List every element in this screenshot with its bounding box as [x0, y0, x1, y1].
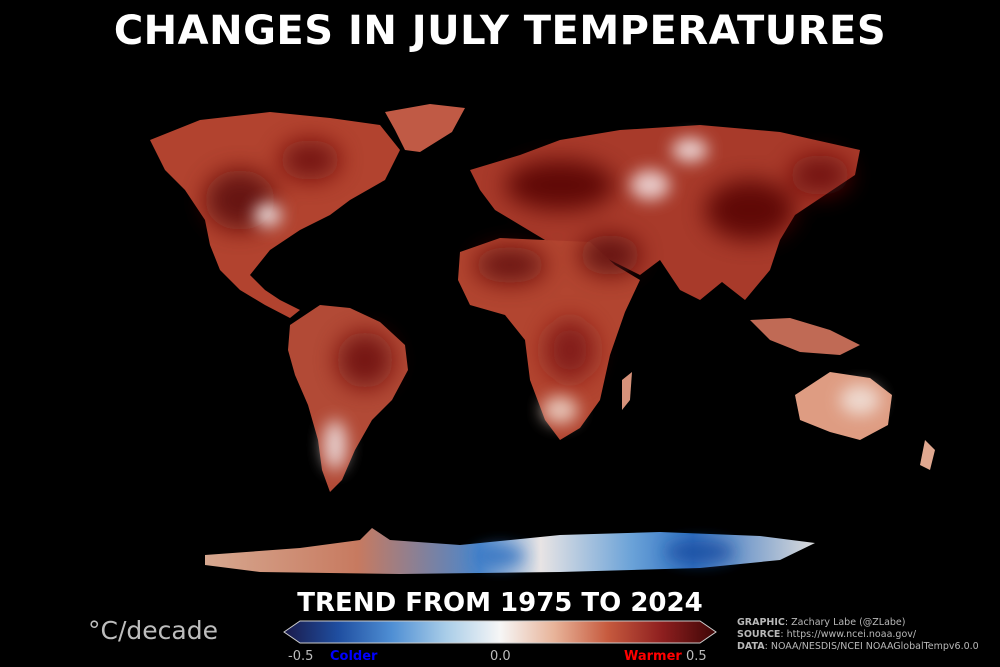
greenland-landmass — [385, 104, 465, 152]
trend-period-subtitle: TREND FROM 1975 TO 2024 — [297, 588, 703, 618]
colorbar-mid-label: 0.0 — [490, 649, 511, 664]
southeast-asia-islands — [750, 318, 860, 355]
map-title: CHANGES IN JULY TEMPERATURES — [113, 8, 887, 54]
warmer-label: Warmer — [624, 649, 682, 664]
credits-block: GRAPHIC: Zachary Labe (@ZLabe) SOURCE: h… — [737, 617, 979, 653]
data-credit: DATA: NOAA/NESDIS/NCEI NOAAGlobalTempv6.… — [737, 641, 979, 652]
graphic-key: GRAPHIC — [737, 617, 785, 628]
graphic-credit: GRAPHIC: Zachary Labe (@ZLabe) — [737, 617, 906, 628]
colorbar-scale — [283, 620, 717, 644]
graphic-value: Zachary Labe (@ZLabe) — [791, 617, 906, 628]
south-america-landmass — [288, 305, 408, 492]
madagascar-landmass — [622, 372, 632, 410]
data-value: NOAA/NESDIS/NCEI NOAAGlobalTempv6.0.0 — [770, 641, 979, 652]
units-label: °C/decade — [88, 616, 218, 645]
source-credit: SOURCE: https://www.ncei.noaa.gov/ — [737, 629, 917, 640]
source-value: https://www.ncei.noaa.gov/ — [786, 629, 917, 640]
source-key: SOURCE — [737, 629, 781, 640]
colorbar-max-label: 0.5 — [686, 649, 707, 664]
data-key: DATA — [737, 641, 765, 652]
colorbar — [283, 620, 717, 644]
weak-trend-regions — [254, 138, 880, 565]
colder-label: Colder — [330, 649, 378, 664]
colorbar-min-label: -0.5 — [288, 649, 314, 664]
new-zealand-landmass — [920, 440, 935, 470]
